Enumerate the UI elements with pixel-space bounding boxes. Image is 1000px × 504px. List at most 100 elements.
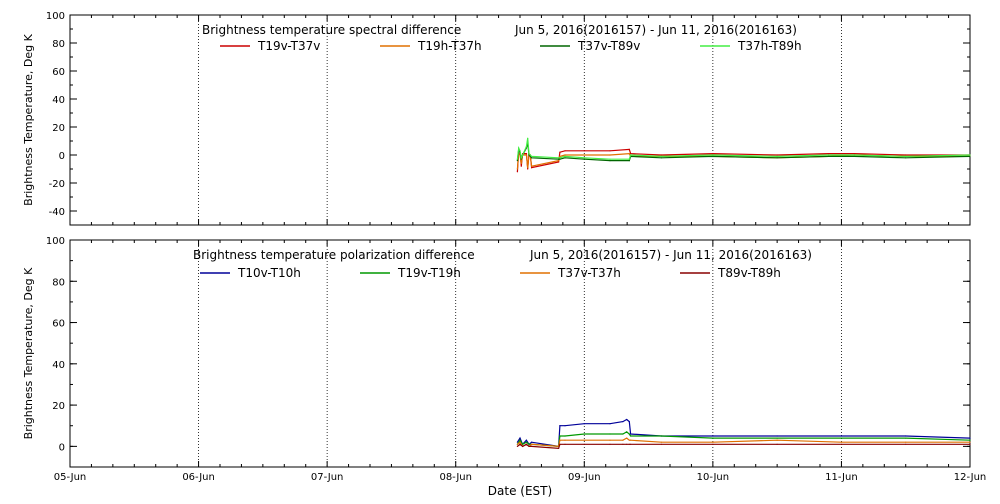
y-tick-label: 40: [52, 95, 65, 106]
data-point: [776, 443, 778, 445]
y-tick-label: -40: [49, 207, 65, 218]
data-point: [828, 153, 830, 155]
data-point: [853, 154, 855, 156]
data-point: [969, 437, 971, 439]
data-point: [840, 441, 843, 443]
data-point: [840, 443, 843, 445]
y-tick-label: 20: [52, 401, 65, 412]
data-point: [559, 151, 561, 153]
data-point: [583, 423, 585, 425]
data-point: [583, 158, 585, 160]
data-point: [660, 435, 663, 437]
data-point: [564, 155, 566, 157]
data-point: [628, 433, 630, 435]
y-tick-label: 80: [52, 39, 65, 50]
data-point: [558, 160, 560, 162]
data-point: [564, 150, 566, 152]
data-point: [969, 441, 971, 443]
data-point: [712, 443, 714, 445]
data-point: [660, 154, 663, 156]
data-point: [531, 157, 533, 159]
data-point: [531, 441, 533, 443]
data-point: [525, 154, 528, 156]
data-point: [712, 153, 714, 155]
x-tick-label: 09-Jun: [568, 472, 601, 483]
data-point: [531, 155, 533, 157]
data-point: [583, 439, 585, 441]
data-point: [628, 160, 630, 162]
y-tick-label: 60: [52, 319, 65, 330]
data-point: [630, 439, 632, 441]
data-point: [525, 443, 528, 445]
data-point: [528, 445, 530, 447]
data-point: [969, 154, 971, 156]
data-point: [630, 154, 632, 156]
data-point: [564, 439, 566, 441]
data-point: [583, 150, 585, 152]
y-tick-label: 40: [52, 360, 65, 371]
data-point: [660, 157, 663, 159]
data-point: [628, 158, 630, 160]
data-point: [559, 435, 561, 437]
data-point: [609, 423, 611, 425]
data-point: [528, 153, 530, 155]
data-point: [525, 146, 528, 148]
data-point: [628, 443, 630, 445]
data-point: [516, 160, 519, 162]
data-point: [519, 437, 521, 439]
data-point: [519, 443, 521, 445]
data-point: [622, 443, 624, 445]
data-point: [776, 435, 778, 437]
data-point: [516, 168, 519, 170]
data-point: [564, 443, 566, 445]
data-point: [905, 443, 907, 445]
plot-frame: [69, 14, 971, 226]
data-point: [516, 158, 519, 160]
data-point: [531, 445, 533, 447]
data-point: [905, 157, 907, 159]
data-point: [519, 441, 521, 443]
y-axis-label: Brightness Temperature, Deg K: [22, 267, 35, 439]
y-axis-label: Brightness Temperature, Deg K: [22, 33, 35, 205]
data-point: [609, 433, 611, 435]
data-point: [712, 441, 714, 443]
data-point: [626, 437, 628, 439]
y-tick-label: 20: [52, 123, 65, 134]
data-point: [516, 445, 519, 447]
data-point: [522, 443, 524, 445]
data-point: [525, 153, 528, 155]
data-point: [528, 443, 530, 445]
x-tick-label: 12-Jun: [954, 472, 987, 483]
data-point: [969, 439, 971, 441]
data-point: [905, 154, 907, 156]
data-point: [519, 150, 521, 152]
data-point: [559, 155, 561, 157]
legend-label: T19v-T37v: [257, 39, 320, 53]
data-point: [583, 443, 585, 445]
data-point: [626, 418, 628, 421]
data-point: [558, 157, 560, 159]
data-point: [558, 447, 560, 449]
data-point: [840, 435, 843, 437]
legend-label: T37v-T89v: [577, 39, 640, 53]
data-point: [853, 155, 855, 157]
data-point: [626, 443, 628, 445]
legend-label: T19v-T19h: [397, 266, 461, 280]
data-point: [564, 435, 566, 437]
data-point: [559, 443, 561, 445]
y-tick-label: 100: [46, 11, 65, 22]
y-tick-label: 0: [59, 151, 65, 162]
data-point: [905, 441, 907, 443]
data-point: [630, 433, 632, 435]
data-point: [628, 439, 630, 441]
data-point: [520, 162, 522, 164]
legend-label: T37h-T89h: [737, 39, 802, 53]
chart-date-range: Jun 5, 2016(2016157) - Jun 11, 2016(2016…: [529, 248, 812, 262]
legend-label: T37v-T37h: [557, 266, 621, 280]
data-point: [628, 421, 630, 423]
data-point: [559, 439, 561, 441]
x-tick-label: 06-Jun: [182, 472, 215, 483]
data-point: [525, 439, 528, 441]
data-point: [516, 441, 519, 443]
data-point: [630, 443, 632, 445]
